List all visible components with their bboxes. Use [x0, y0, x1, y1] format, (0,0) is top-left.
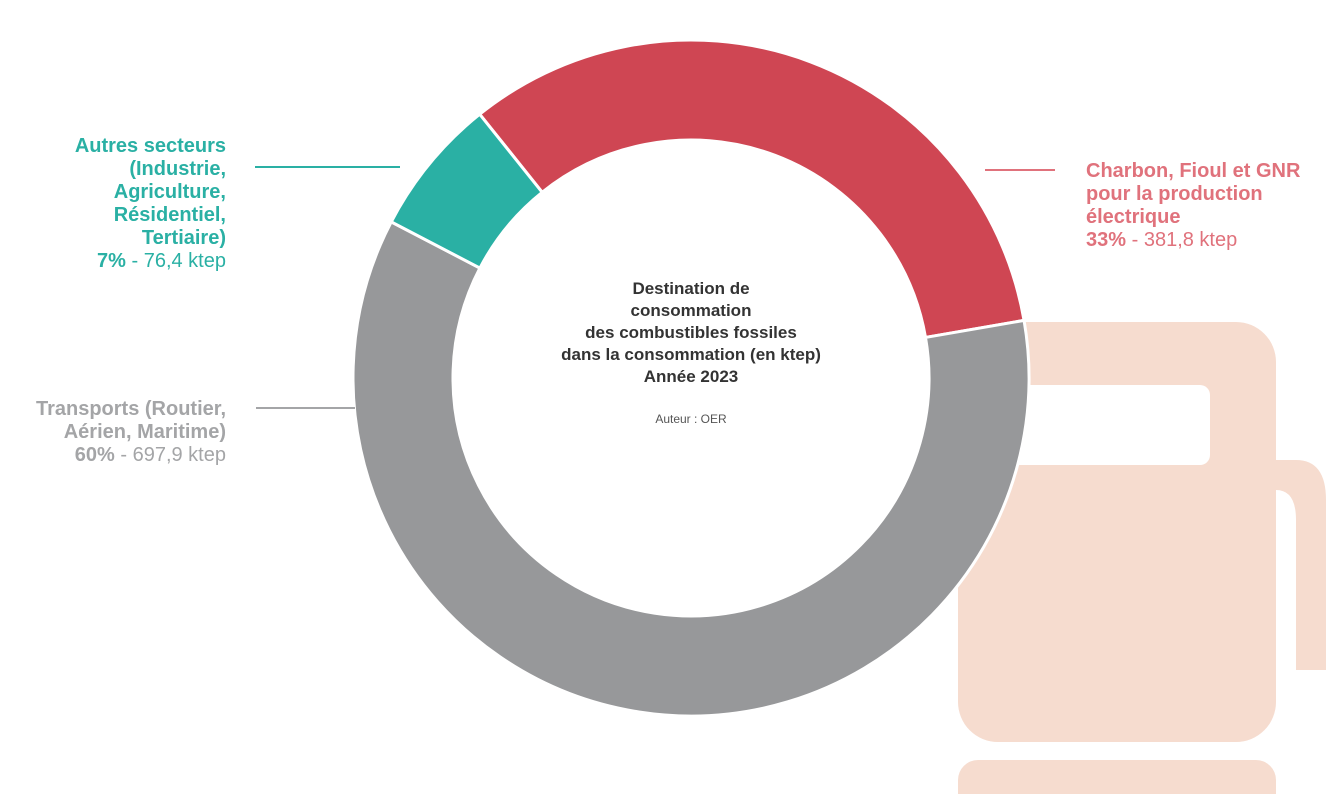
- segment-label: Autres secteurs (Industrie, Agriculture,…: [75, 135, 226, 273]
- segment-name: Autres secteurs (Industrie, Agriculture,…: [75, 135, 226, 250]
- value-label: 697,9 ktep: [133, 444, 226, 466]
- percent-label: 7%: [97, 250, 126, 272]
- page: Destination de consommation des combusti…: [0, 0, 1326, 794]
- segment-label: Transports (Routier, Aérien, Maritime)60…: [36, 398, 226, 467]
- value-label: 76,4 ktep: [144, 250, 226, 272]
- segment-name: Transports (Routier, Aérien, Maritime): [36, 398, 226, 444]
- chart-title: Destination de consommation des combusti…: [491, 278, 891, 388]
- percent-label: 33%: [1086, 229, 1126, 251]
- background-pump-window: [1010, 385, 1210, 465]
- separator: -: [131, 250, 138, 272]
- separator: -: [1132, 229, 1139, 251]
- segment-label: Charbon, Fioul et GNR pour la production…: [1086, 160, 1300, 252]
- chart-subtitle: Auteur : OER: [491, 412, 891, 426]
- value-label: 381,8 ktep: [1144, 229, 1237, 251]
- center-text: Destination de consommation des combusti…: [491, 278, 891, 426]
- segment-name: Charbon, Fioul et GNR pour la production…: [1086, 160, 1300, 229]
- percent-label: 60%: [75, 444, 115, 466]
- separator: -: [120, 444, 127, 466]
